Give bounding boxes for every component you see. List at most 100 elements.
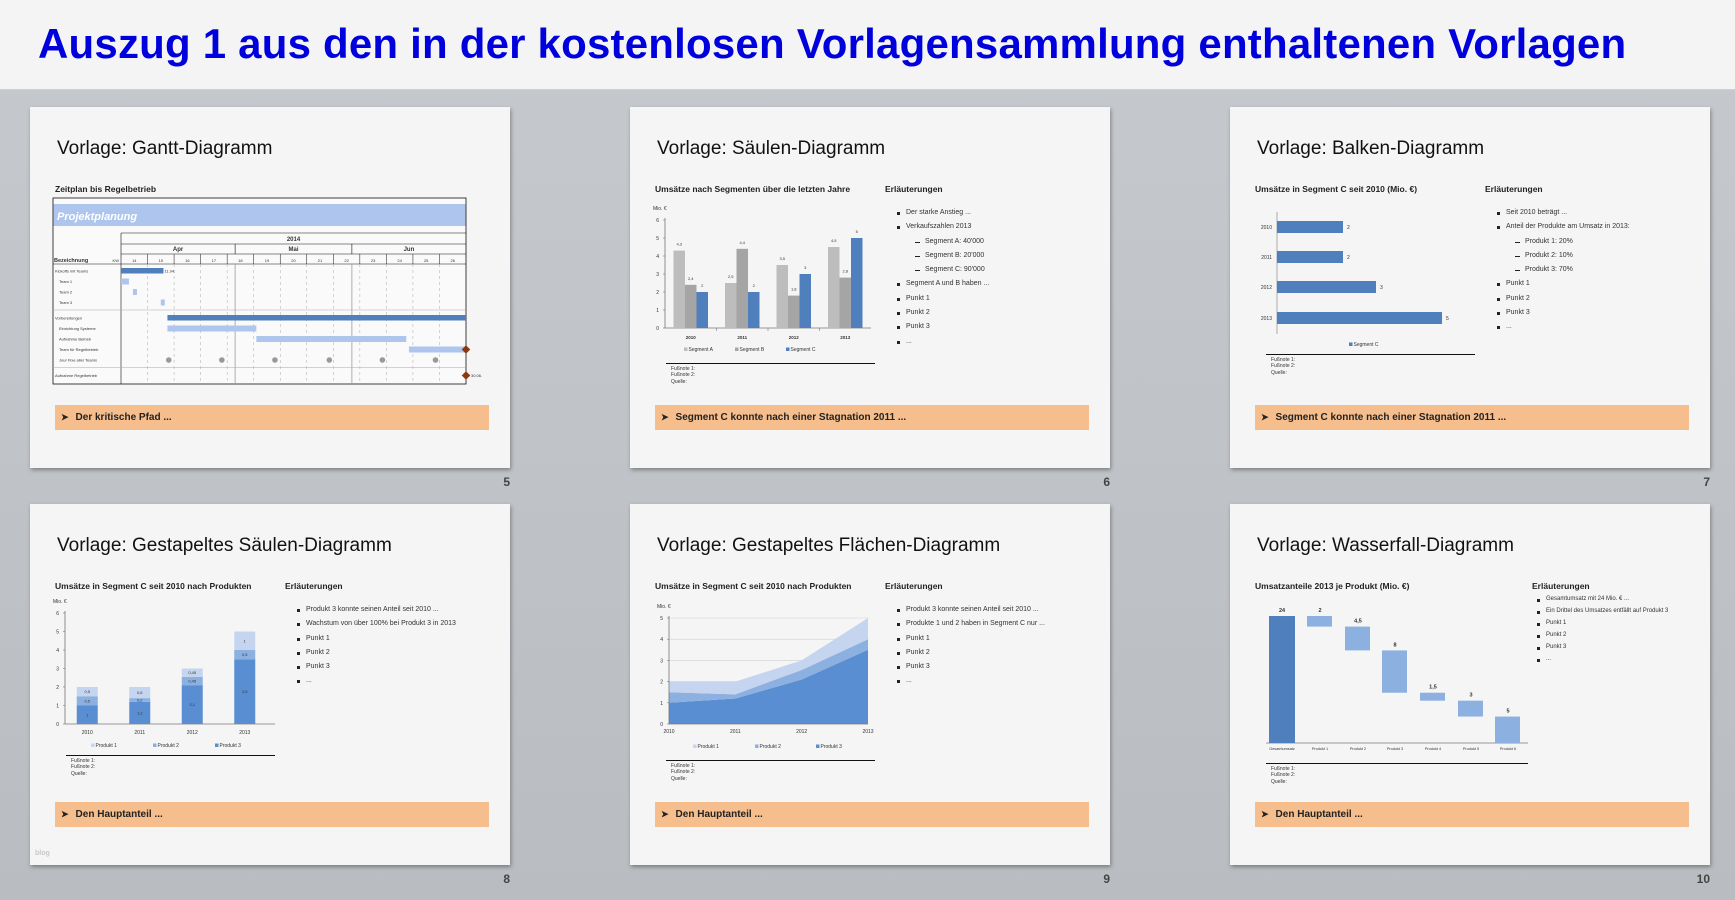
bullet-item: Punkt 1 [1497, 280, 1630, 294]
slide-thumbnail-stacked-area[interactable]: Vorlage: Gestapeltes Flächen-Diagramm Ums… [630, 504, 1110, 865]
bar [839, 277, 851, 328]
gantt-week-label: 22 [344, 258, 349, 263]
footnote-divider [1266, 763, 1528, 764]
gantt-bar [167, 315, 466, 321]
bullet-item: Produkt 2: 10% [1497, 252, 1630, 266]
bar [851, 238, 863, 328]
data-label: 0,5 [84, 689, 90, 694]
bullet-item: Punkt 3 [297, 663, 456, 677]
legend-label: Produkt 3 [220, 743, 242, 749]
bullet-item: Segment A: 40'000 [897, 238, 989, 252]
data-label: 4,5 [831, 238, 837, 243]
footnote-divider [666, 363, 875, 364]
data-label: 0,45 [188, 670, 197, 675]
bar [673, 250, 685, 328]
key-message-bar: ➤ Den Hauptanteil ... [1255, 802, 1689, 827]
y-tick-label: 5 [56, 630, 59, 636]
data-label: 2,8 [842, 269, 848, 274]
arrow-right-icon: ➤ [661, 809, 669, 819]
legend-swatch [755, 744, 759, 748]
gantt-week-label: 16 [185, 258, 190, 263]
gantt-week-header: KW [113, 258, 120, 263]
area-series [669, 639, 868, 703]
x-tick-label: 2011 [134, 730, 145, 736]
gantt-meeting-dot [219, 357, 225, 363]
slide-thumbnail-column[interactable]: Vorlage: Säulen-Diagramm Umsätze nach Seg… [630, 107, 1110, 468]
notes-heading: Erläuterungen [885, 184, 943, 194]
footnote-divider [1266, 354, 1475, 355]
page-title: Auszug 1 aus den in der kostenlosen Vorl… [38, 20, 1627, 67]
data-label: 0,5 [84, 698, 90, 703]
bar [1277, 312, 1442, 324]
bar [685, 284, 697, 328]
y-tick-label: 1 [656, 308, 659, 314]
slide-thumbnail-gantt[interactable]: Vorlage: Gantt-Diagramm Zeitplan bis Rege… [30, 107, 510, 468]
y-tick-label: 2012 [1261, 285, 1272, 291]
y-axis-label: Mio. € [53, 599, 67, 605]
bullet-item: Wachstum von über 100% bei Produkt 3 in … [297, 620, 456, 634]
waterfall-step-bar [1458, 700, 1483, 717]
footnote-line: Fußnote 2: [1271, 363, 1296, 370]
key-message-bar: ➤ Den Hauptanteil ... [655, 802, 1089, 827]
gantt-week-label: 15 [159, 258, 164, 263]
bullet-item: ... [897, 677, 1045, 691]
gantt-week-label: 20 [291, 258, 296, 263]
stacked-bar-segment [76, 705, 98, 724]
x-tick-label: Produkt 3 [1387, 747, 1403, 751]
gantt-row-label: Team 1 [59, 279, 73, 284]
legend-swatch [153, 743, 157, 747]
gantt-meeting-dot [379, 357, 386, 363]
stacked-bar-segment [76, 696, 98, 706]
stacked-bar-segment [234, 659, 256, 724]
x-tick-label: 2012 [187, 730, 198, 736]
stacked-bar-segment [181, 685, 203, 724]
key-message-text: Segment C konnte nach einer Stagnation 2… [1275, 412, 1507, 423]
data-label: 3 [1380, 285, 1383, 291]
data-label: 1,5 [1429, 685, 1437, 691]
data-label: 8 [1393, 642, 1396, 648]
chart-bar: 0 1 2 3 4 5 6 Mio. € 4,3 2,4 2 2010 2,5 4,4 2 2011 3,5 1,… [653, 206, 871, 353]
y-tick-label: 1 [56, 704, 59, 710]
gantt-meeting-dot [272, 357, 278, 363]
bullet-item: Punkt 3 [897, 663, 1045, 677]
notes-heading: Erläuterungen [1532, 581, 1590, 591]
x-tick-label: Produkt 5 [1463, 747, 1479, 751]
slide-thumbnail-waterfall[interactable]: Vorlage: Wasserfall-Diagramm Umsatzanteil… [1230, 504, 1710, 865]
gantt-bar [121, 268, 164, 274]
y-tick-label: 2 [660, 680, 663, 686]
gantt-row-label: Team für Regelbetrieb [59, 347, 99, 352]
y-tick-label: 0 [56, 722, 59, 728]
x-tick-label: 2013 [840, 335, 851, 340]
gantt-bar [408, 346, 466, 353]
bar [736, 248, 748, 328]
data-label: 4,5 [1354, 619, 1362, 625]
chart-bar: 0 1 2 3 4 5 6 Mio. € 1 0,5 0,5 2010 1,2 0,2 0,6 2011 2,1… [53, 599, 275, 749]
bullet-item: Segment A und B haben ... [897, 280, 989, 294]
area-series [669, 618, 868, 695]
waterfall-step-bar [1345, 626, 1370, 651]
gantt-date-label: 11.04. [164, 269, 175, 274]
slide-number: 8 [503, 872, 510, 886]
gantt-bar [256, 336, 407, 342]
watermark-logo: blog [35, 850, 50, 857]
legend-swatch [91, 743, 95, 747]
footnote-line: Fußnote 1: [1271, 357, 1296, 363]
bar [748, 292, 760, 328]
slide-thumbnail-stacked-column[interactable]: Vorlage: Gestapeltes Säulen-Diagramm Umsä… [30, 504, 510, 865]
bullet-item: Produkt 1: 20% [1497, 238, 1630, 252]
footnote-line: Quelle: [1271, 778, 1287, 785]
y-tick-label: 2011 [1261, 255, 1272, 261]
y-tick-label: 0 [660, 722, 663, 728]
data-label: 1,2 [137, 710, 143, 715]
gantt-week-label: 18 [238, 258, 243, 263]
gantt-meeting-dot [165, 357, 172, 363]
bullet-list: Produkt 3 konnte seinen Anteil seit 2010… [297, 606, 456, 692]
slide-title: Vorlage: Gestapeltes Säulen-Diagramm [57, 535, 392, 556]
arrow-right-icon: ➤ [1261, 809, 1269, 819]
bullet-item: ... [897, 338, 989, 352]
gantt-title-band [53, 204, 466, 226]
slide-thumbnail-bar[interactable]: Vorlage: Balken-Diagramm Umsätze in Segme… [1230, 107, 1710, 468]
y-tick-label: 3 [656, 272, 659, 278]
bullet-item: Segment B: 20'000 [897, 252, 989, 266]
footnote-line: Fußnote 2: [1271, 772, 1296, 779]
